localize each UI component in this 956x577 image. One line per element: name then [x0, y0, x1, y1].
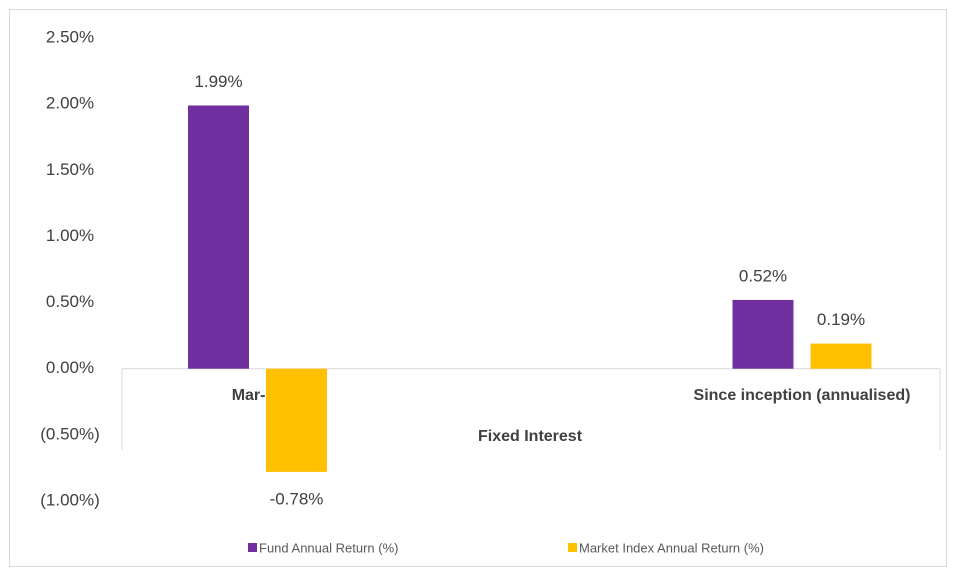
data-label: 0.19%	[817, 310, 865, 329]
data-label: 0.52%	[739, 266, 787, 285]
y-tick-label: 2.00%	[46, 94, 94, 113]
legend-swatch	[568, 543, 577, 552]
legend-swatch	[248, 543, 257, 552]
bar	[732, 299, 794, 369]
y-tick-label: 2.50%	[46, 27, 94, 46]
y-tick-label: 0.00%	[46, 358, 94, 377]
y-tick-label: 1.50%	[46, 160, 94, 179]
legend-label: Fund Annual Return (%)	[259, 540, 398, 555]
x-axis-label: Fixed Interest	[478, 428, 583, 445]
data-label: 1.99%	[194, 72, 242, 91]
bar	[810, 343, 872, 369]
x-tick-label: Since inception (annualised)	[694, 387, 911, 404]
data-label: -0.78%	[270, 489, 324, 508]
bar	[188, 105, 249, 369]
y-tick-label: 1.00%	[46, 226, 94, 245]
chart-border	[9, 9, 947, 567]
y-tick-label: (1.00%)	[40, 490, 100, 509]
bar	[266, 368, 327, 472]
y-tick-label: 0.50%	[46, 292, 94, 311]
y-tick-label: (0.50%)	[40, 424, 100, 443]
legend-label: Market Index Annual Return (%)	[579, 540, 764, 555]
